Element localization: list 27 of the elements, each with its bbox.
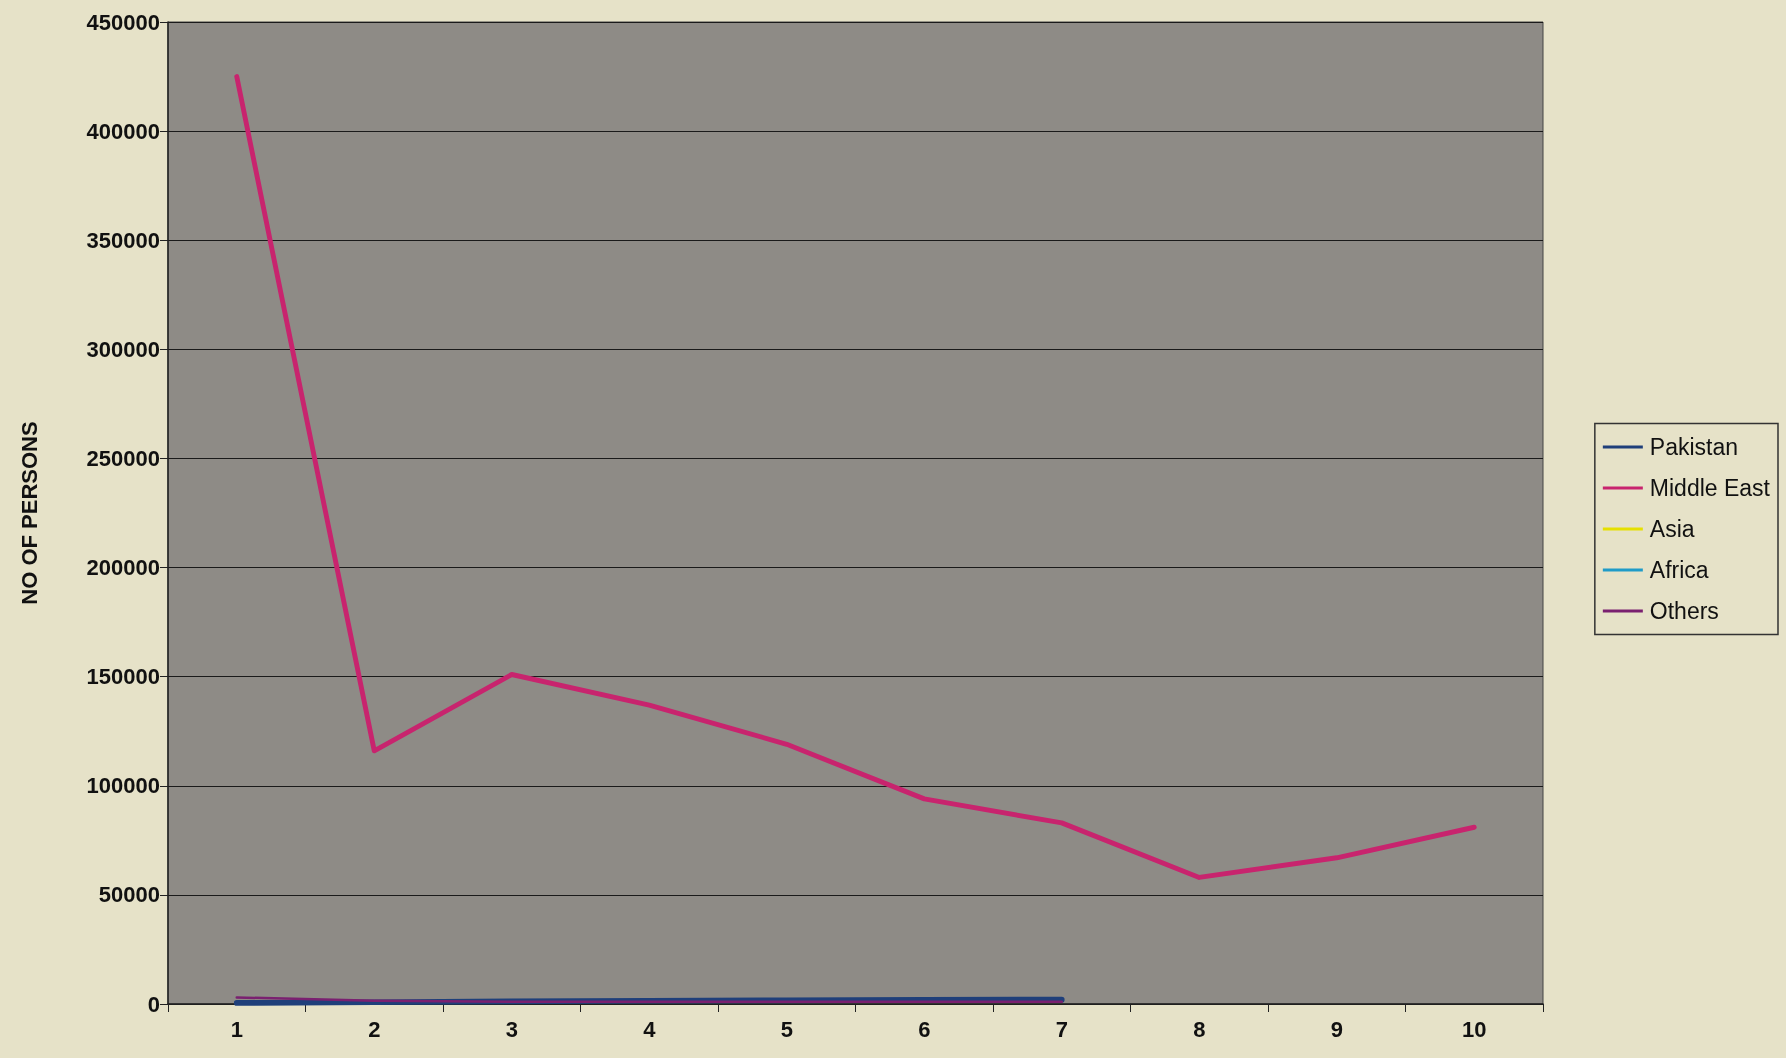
x-tick-label: 9 — [1330, 1016, 1343, 1042]
y-tick-label: 50000 — [98, 882, 160, 908]
x-tick-label: 5 — [780, 1016, 793, 1042]
x-tick-label: 1 — [230, 1016, 243, 1042]
legend-label: Africa — [1649, 557, 1709, 583]
legend-label: Pakistan — [1649, 434, 1739, 460]
line-series — [234, 74, 1477, 880]
x-tick-label: 10 — [1462, 1016, 1487, 1042]
y-tick-label: 400000 — [86, 118, 160, 144]
y-tick-label: 350000 — [86, 227, 160, 253]
x-tick-label: 4 — [643, 1016, 657, 1042]
x-tick-label: 8 — [1193, 1016, 1206, 1042]
y-tick-label: 0 — [147, 991, 160, 1017]
x-tick-label: 6 — [918, 1016, 931, 1042]
legend-label: Others — [1649, 598, 1719, 624]
y-tick-label: 150000 — [86, 664, 160, 690]
y-tick-label: 450000 — [86, 9, 160, 35]
y-tick-label: 200000 — [86, 555, 160, 581]
legend-label: Asia — [1649, 516, 1695, 542]
legend-label: Middle East — [1649, 475, 1771, 501]
y-axis-title: NO OF PERSONS — [16, 421, 42, 605]
y-tick-label: 300000 — [86, 336, 160, 362]
x-tick-label: 2 — [368, 1016, 381, 1042]
x-tick-label: 7 — [1055, 1016, 1068, 1042]
y-tick-label: 250000 — [86, 445, 160, 471]
x-tick-label: 3 — [505, 1016, 518, 1042]
y-tick-label: 100000 — [86, 773, 160, 799]
